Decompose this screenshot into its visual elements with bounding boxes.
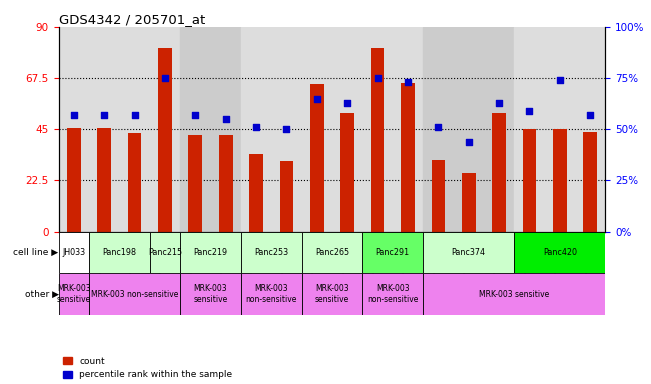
Bar bbox=[89, 27, 119, 232]
Bar bbox=[59, 27, 89, 232]
Point bbox=[342, 99, 352, 106]
Text: cell line ▶: cell line ▶ bbox=[14, 248, 59, 257]
Bar bbox=[545, 27, 575, 232]
Bar bbox=[363, 232, 423, 273]
Text: Panc265: Panc265 bbox=[315, 248, 349, 257]
Bar bbox=[553, 129, 566, 232]
Point bbox=[190, 112, 201, 118]
Bar bbox=[180, 273, 241, 315]
Bar bbox=[423, 273, 605, 315]
Bar bbox=[241, 273, 301, 315]
Text: Panc253: Panc253 bbox=[254, 248, 288, 257]
Point bbox=[159, 75, 170, 81]
Text: Panc374: Panc374 bbox=[452, 248, 486, 257]
Bar bbox=[514, 232, 605, 273]
Text: MRK-003
sensitive: MRK-003 sensitive bbox=[57, 285, 91, 304]
Legend: count, percentile rank within the sample: count, percentile rank within the sample bbox=[63, 357, 232, 379]
Bar bbox=[180, 27, 210, 232]
Bar bbox=[301, 232, 363, 273]
Bar bbox=[98, 128, 111, 232]
Bar bbox=[423, 27, 454, 232]
Point bbox=[585, 112, 596, 118]
Bar bbox=[423, 232, 514, 273]
Text: Panc291: Panc291 bbox=[376, 248, 410, 257]
Text: Panc219: Panc219 bbox=[193, 248, 228, 257]
Bar bbox=[332, 27, 363, 232]
Point bbox=[99, 112, 109, 118]
Bar bbox=[310, 84, 324, 232]
Bar bbox=[150, 27, 180, 232]
Text: Panc198: Panc198 bbox=[102, 248, 136, 257]
Bar bbox=[89, 273, 180, 315]
Text: GDS4342 / 205701_at: GDS4342 / 205701_at bbox=[59, 13, 205, 26]
Bar bbox=[432, 160, 445, 232]
Bar bbox=[393, 27, 423, 232]
Point bbox=[221, 116, 231, 122]
Bar bbox=[271, 27, 301, 232]
Text: MRK-003
non-sensitive: MRK-003 non-sensitive bbox=[367, 285, 419, 304]
Point bbox=[281, 126, 292, 132]
Point bbox=[555, 77, 565, 83]
Text: JH033: JH033 bbox=[62, 248, 85, 257]
Bar bbox=[484, 27, 514, 232]
Point bbox=[68, 112, 79, 118]
Bar bbox=[575, 27, 605, 232]
Bar bbox=[241, 27, 271, 232]
Text: MRK-003 sensitive: MRK-003 sensitive bbox=[479, 290, 549, 299]
Point bbox=[312, 96, 322, 102]
Point bbox=[403, 79, 413, 85]
Point bbox=[372, 75, 383, 81]
Bar bbox=[340, 113, 354, 232]
Bar bbox=[280, 161, 293, 232]
Text: MRK-003
non-sensitive: MRK-003 non-sensitive bbox=[245, 285, 297, 304]
Bar bbox=[210, 27, 241, 232]
Point bbox=[433, 124, 443, 130]
Bar bbox=[219, 135, 232, 232]
Bar bbox=[514, 27, 545, 232]
Bar bbox=[363, 27, 393, 232]
Bar bbox=[462, 172, 475, 232]
Bar bbox=[492, 113, 506, 232]
Bar bbox=[180, 232, 241, 273]
Text: MRK-003
sensitive: MRK-003 sensitive bbox=[315, 285, 349, 304]
Bar bbox=[59, 273, 89, 315]
Bar bbox=[241, 232, 301, 273]
Bar bbox=[249, 154, 263, 232]
Point bbox=[130, 112, 140, 118]
Bar bbox=[523, 129, 536, 232]
Bar bbox=[189, 135, 202, 232]
Text: Panc420: Panc420 bbox=[543, 248, 577, 257]
Bar bbox=[89, 232, 150, 273]
Bar bbox=[128, 133, 141, 232]
Bar bbox=[371, 48, 384, 232]
Point bbox=[524, 108, 534, 114]
Bar bbox=[454, 27, 484, 232]
Bar bbox=[583, 132, 597, 232]
Text: MRK-003 non-sensitive: MRK-003 non-sensitive bbox=[91, 290, 178, 299]
Bar bbox=[67, 128, 81, 232]
Bar bbox=[301, 27, 332, 232]
Point bbox=[494, 99, 505, 106]
Text: Panc215: Panc215 bbox=[148, 248, 182, 257]
Bar bbox=[158, 48, 172, 232]
Bar bbox=[301, 273, 363, 315]
Bar bbox=[401, 83, 415, 232]
Point bbox=[251, 124, 261, 130]
Bar bbox=[150, 232, 180, 273]
Bar bbox=[119, 27, 150, 232]
Bar bbox=[59, 232, 89, 273]
Text: other ▶: other ▶ bbox=[25, 290, 59, 299]
Bar bbox=[363, 273, 423, 315]
Point bbox=[464, 139, 474, 145]
Text: MRK-003
sensitive: MRK-003 sensitive bbox=[193, 285, 228, 304]
